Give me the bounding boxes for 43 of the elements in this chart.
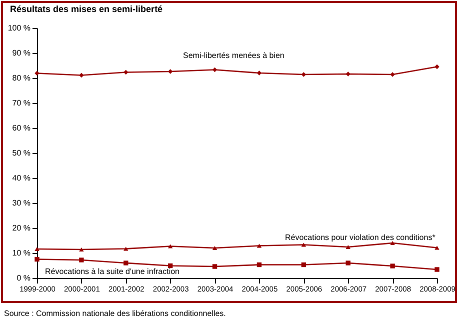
point: [34, 256, 40, 262]
point: [434, 267, 440, 272]
point: [79, 72, 84, 78]
point: [434, 64, 440, 70]
y-tick-label: 30 %: [12, 198, 30, 208]
point: [34, 70, 40, 76]
point: [301, 242, 306, 247]
y-tick-label: 10 %: [12, 248, 30, 258]
point: [256, 244, 262, 248]
point: [168, 263, 173, 268]
y-tick-label: 50 %: [12, 148, 30, 158]
y-tick-label: 70 %: [12, 98, 30, 108]
y-tick-label: 90 %: [12, 48, 30, 58]
point: [212, 67, 218, 72]
point: [390, 240, 395, 246]
point: [301, 262, 306, 268]
point: [124, 260, 128, 266]
point: [346, 260, 350, 266]
y-tick-label: 60 %: [12, 124, 30, 132]
y-tick-label: 100 %: [8, 24, 30, 32]
y-tick-label: 40 %: [12, 174, 30, 182]
chart-title: Résultats des mises en semi-liberté: [10, 4, 163, 14]
annotation: Semi-libertés menées à bien: [183, 51, 284, 60]
point: [346, 244, 350, 250]
y-tick-label: 80 %: [12, 74, 30, 82]
annotation: Révocations à la suite d'une infraction: [45, 267, 180, 276]
y-tick-label: 0 %: [16, 274, 30, 282]
point: [390, 72, 395, 77]
point: [256, 262, 262, 268]
point: [79, 247, 84, 252]
point: [346, 72, 350, 76]
point: [124, 246, 128, 251]
point: [168, 244, 173, 248]
point: [34, 246, 40, 252]
source-note: Source : Commission nationale des libérations conditionnelles.: [4, 309, 226, 318]
point: [79, 258, 84, 262]
point: [390, 264, 395, 268]
annotation: Révocations pour violation des conditions*: [285, 233, 436, 242]
point: [434, 246, 440, 250]
point: [124, 70, 128, 75]
point: [212, 264, 218, 269]
point: [212, 246, 218, 250]
y-tick-label: 20 %: [12, 224, 30, 232]
